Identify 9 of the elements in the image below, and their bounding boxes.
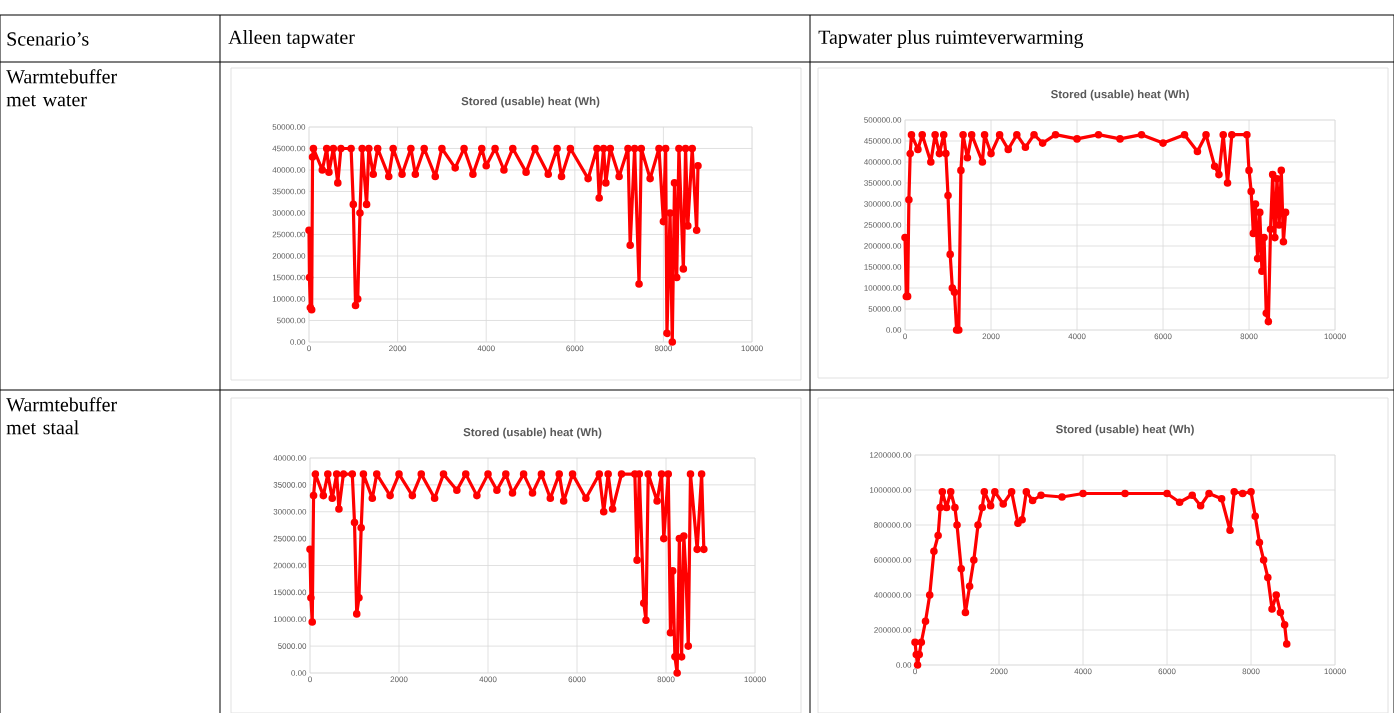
text: Alleen tapwater bbox=[228, 29, 355, 49]
chart-title: Stored (usable) heat (Wh) bbox=[1050, 89, 1189, 101]
text: Warmtebuffer met staal bbox=[6, 397, 117, 435]
text: Tapwater plus ruimteverwarming bbox=[818, 29, 1084, 49]
text: Warmtebuffer met water bbox=[6, 69, 117, 107]
text: Scenario’s bbox=[7, 32, 89, 46]
chart-title: Stored (usable) heat (Wh) bbox=[463, 427, 602, 439]
chart-title: Stored (usable) heat (Wh) bbox=[461, 96, 600, 108]
chart-title: Stored (usable) heat (Wh) bbox=[1055, 424, 1194, 436]
